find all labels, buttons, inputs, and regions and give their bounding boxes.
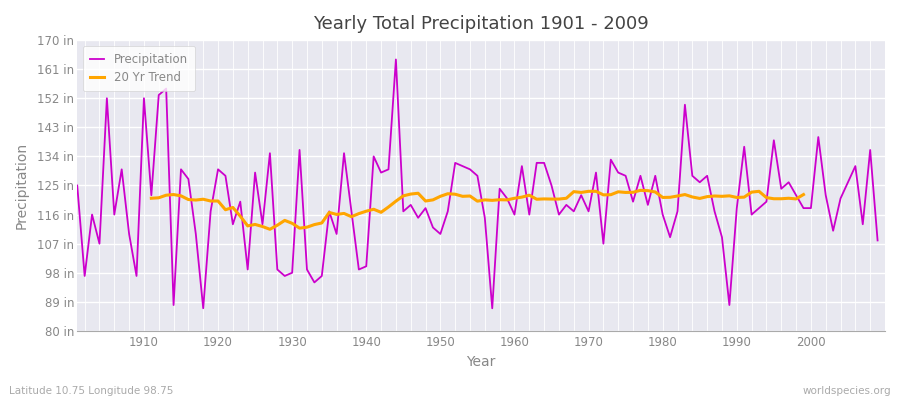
Precipitation <box>346 209 356 214</box>
Title: Yearly Total Precipitation 1901 - 2009: Yearly Total Precipitation 1901 - 2009 <box>313 15 649 33</box>
20 Yr Trend <box>739 195 750 200</box>
Y-axis label: Precipitation: Precipitation <box>15 142 29 229</box>
Precipitation <box>517 164 527 168</box>
Text: Latitude 10.75 Longitude 98.75: Latitude 10.75 Longitude 98.75 <box>9 386 174 396</box>
20 Yr Trend <box>212 199 223 204</box>
Precipitation <box>131 274 142 278</box>
Precipitation <box>302 267 312 272</box>
20 Yr Trend <box>287 221 298 226</box>
Line: 20 Yr Trend: 20 Yr Trend <box>151 190 804 229</box>
Precipitation <box>198 306 209 311</box>
Precipitation <box>391 57 401 62</box>
20 Yr Trend <box>798 192 809 197</box>
Line: Precipitation: Precipitation <box>77 60 878 308</box>
Precipitation <box>72 183 83 188</box>
Precipitation <box>872 238 883 243</box>
20 Yr Trend <box>265 227 275 232</box>
20 Yr Trend <box>405 192 416 196</box>
20 Yr Trend <box>146 196 157 201</box>
20 Yr Trend <box>228 205 238 210</box>
20 Yr Trend <box>487 198 498 203</box>
20 Yr Trend <box>635 188 646 193</box>
Precipitation <box>524 212 535 217</box>
Text: worldspecies.org: worldspecies.org <box>803 386 891 396</box>
Legend: Precipitation, 20 Yr Trend: Precipitation, 20 Yr Trend <box>83 46 195 91</box>
Precipitation <box>613 170 624 175</box>
X-axis label: Year: Year <box>466 355 496 369</box>
